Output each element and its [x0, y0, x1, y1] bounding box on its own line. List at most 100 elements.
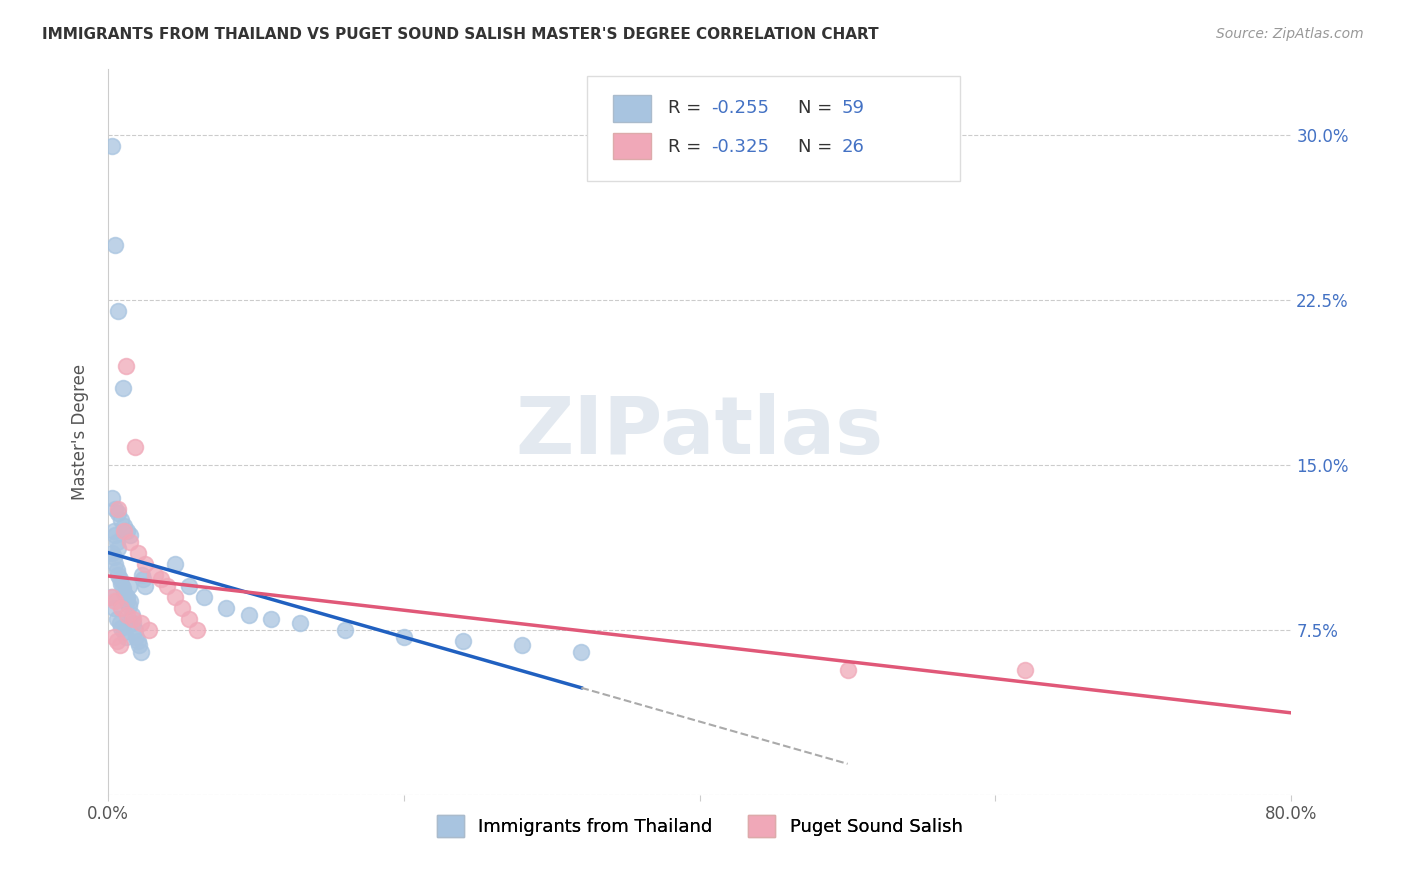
Point	[127, 546, 149, 560]
Point	[260, 612, 283, 626]
Point	[150, 572, 173, 586]
Point	[451, 634, 474, 648]
Text: ZIPatlas: ZIPatlas	[516, 392, 884, 471]
Point	[101, 491, 124, 505]
Point	[115, 607, 138, 622]
Point	[107, 506, 129, 520]
Point	[103, 601, 125, 615]
Point	[1014, 663, 1036, 677]
Point	[101, 138, 124, 153]
Point	[290, 616, 312, 631]
Point	[115, 524, 138, 538]
Point	[104, 528, 127, 542]
Point	[110, 576, 132, 591]
Text: R =: R =	[668, 100, 707, 118]
Point	[112, 585, 135, 599]
Point	[103, 630, 125, 644]
Text: R =: R =	[668, 138, 707, 156]
Point	[104, 557, 127, 571]
Point	[115, 590, 138, 604]
Point	[124, 440, 146, 454]
Point	[104, 501, 127, 516]
Point	[125, 630, 148, 644]
Point	[131, 568, 153, 582]
Point	[510, 638, 533, 652]
Point	[156, 579, 179, 593]
Text: IMMIGRANTS FROM THAILAND VS PUGET SOUND SALISH MASTER'S DEGREE CORRELATION CHART: IMMIGRANTS FROM THAILAND VS PUGET SOUND …	[42, 27, 879, 42]
Text: -0.325: -0.325	[711, 138, 769, 156]
Point	[120, 528, 142, 542]
Point	[110, 601, 132, 615]
Point	[127, 634, 149, 648]
Point	[118, 599, 141, 613]
Point	[112, 524, 135, 538]
Point	[569, 645, 592, 659]
Point	[114, 590, 136, 604]
Point	[107, 501, 129, 516]
Point	[107, 303, 129, 318]
Text: N =: N =	[797, 138, 838, 156]
Point	[215, 601, 238, 615]
Text: Source: ZipAtlas.com: Source: ZipAtlas.com	[1216, 27, 1364, 41]
Point	[179, 579, 201, 593]
Point	[103, 550, 125, 565]
Point	[114, 359, 136, 373]
FancyBboxPatch shape	[588, 76, 960, 181]
FancyBboxPatch shape	[613, 133, 651, 160]
Point	[143, 568, 166, 582]
Point	[179, 612, 201, 626]
Point	[108, 638, 131, 652]
Point	[163, 590, 186, 604]
Y-axis label: Master's Degree: Master's Degree	[72, 364, 89, 500]
Text: 26: 26	[842, 138, 865, 156]
Point	[122, 616, 145, 631]
Point	[122, 612, 145, 626]
Point	[112, 519, 135, 533]
Point	[238, 607, 260, 622]
Point	[108, 572, 131, 586]
FancyBboxPatch shape	[613, 95, 651, 121]
Point	[129, 616, 152, 631]
Point	[105, 634, 128, 648]
Point	[129, 645, 152, 659]
Text: N =: N =	[797, 100, 838, 118]
Point	[111, 381, 134, 395]
Point	[100, 590, 122, 604]
Point	[105, 564, 128, 578]
Text: -0.255: -0.255	[711, 100, 769, 118]
Point	[114, 630, 136, 644]
Point	[124, 623, 146, 637]
Point	[104, 237, 127, 252]
Point	[134, 579, 156, 593]
Point	[120, 594, 142, 608]
Point	[105, 612, 128, 626]
Point	[333, 623, 356, 637]
Point	[138, 623, 160, 637]
Point	[111, 581, 134, 595]
Point	[163, 557, 186, 571]
Point	[193, 590, 215, 604]
Point	[837, 663, 859, 677]
Point	[121, 607, 143, 622]
Point	[107, 568, 129, 582]
Legend: Immigrants from Thailand, Puget Sound Salish: Immigrants from Thailand, Puget Sound Sa…	[422, 800, 977, 852]
Point	[128, 638, 150, 652]
Point	[110, 513, 132, 527]
Point	[118, 579, 141, 593]
Point	[186, 623, 208, 637]
Point	[101, 546, 124, 560]
Point	[112, 625, 135, 640]
Point	[115, 594, 138, 608]
Point	[132, 572, 155, 586]
Point	[108, 616, 131, 631]
Point	[392, 630, 415, 644]
Point	[107, 541, 129, 556]
Point	[134, 557, 156, 571]
Point	[110, 621, 132, 635]
Text: 59: 59	[842, 100, 865, 118]
Point	[120, 534, 142, 549]
Point	[101, 590, 124, 604]
Point	[104, 594, 127, 608]
Point	[103, 524, 125, 538]
Point	[105, 534, 128, 549]
